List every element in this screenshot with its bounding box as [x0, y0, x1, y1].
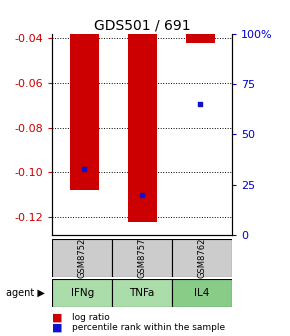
Bar — [112, 239, 172, 277]
Text: ■: ■ — [52, 323, 63, 333]
Point — [198, 101, 202, 107]
Bar — [172, 239, 232, 277]
Title: GDS501 / 691: GDS501 / 691 — [94, 18, 191, 33]
Text: GSM8752: GSM8752 — [78, 238, 87, 278]
Bar — [52, 239, 112, 277]
Point — [82, 166, 86, 171]
Bar — [186, 34, 215, 43]
Text: IL4: IL4 — [194, 288, 210, 298]
Text: log ratio: log ratio — [72, 313, 110, 322]
Text: TNFa: TNFa — [129, 288, 155, 298]
Point — [140, 192, 144, 198]
Bar — [128, 34, 157, 222]
Bar — [172, 279, 232, 307]
Text: GSM8757: GSM8757 — [137, 238, 147, 278]
Text: GSM8762: GSM8762 — [197, 238, 206, 278]
Text: agent ▶: agent ▶ — [6, 288, 45, 298]
Bar — [70, 34, 99, 191]
Bar — [112, 279, 172, 307]
Text: ■: ■ — [52, 312, 63, 323]
Bar — [52, 279, 112, 307]
Text: percentile rank within the sample: percentile rank within the sample — [72, 323, 226, 332]
Text: IFNg: IFNg — [70, 288, 94, 298]
